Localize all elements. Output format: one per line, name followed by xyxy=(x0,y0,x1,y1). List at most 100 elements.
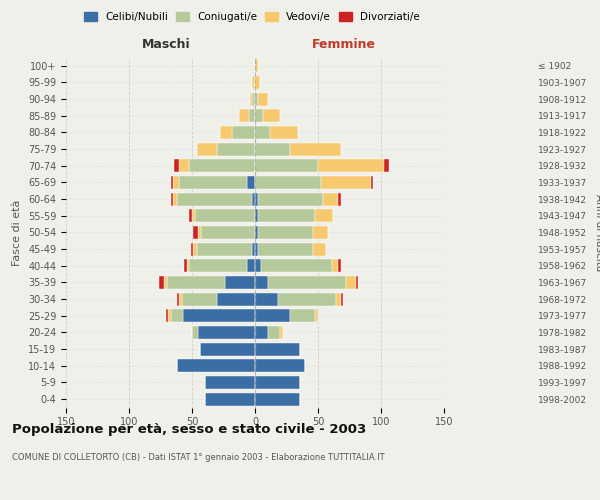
Bar xyxy=(257,192,323,205)
Bar xyxy=(255,292,278,306)
Bar xyxy=(255,176,320,189)
Bar xyxy=(205,376,255,389)
Bar xyxy=(184,260,187,272)
Bar xyxy=(253,242,255,256)
Bar xyxy=(198,326,255,339)
Bar xyxy=(255,192,257,205)
Bar xyxy=(217,142,255,156)
Bar xyxy=(255,376,301,389)
Bar xyxy=(253,192,255,205)
Bar xyxy=(255,310,290,322)
Bar xyxy=(270,126,298,139)
Bar xyxy=(247,176,255,189)
Bar xyxy=(193,226,198,239)
Bar xyxy=(249,110,255,122)
Bar xyxy=(173,176,179,189)
Y-axis label: Fasce di età: Fasce di età xyxy=(13,200,22,266)
Bar xyxy=(182,292,217,306)
Bar xyxy=(255,260,262,272)
Bar xyxy=(255,142,290,156)
Bar xyxy=(356,276,358,289)
Bar xyxy=(170,310,183,322)
Bar xyxy=(183,310,255,322)
Bar xyxy=(257,92,268,106)
Bar xyxy=(255,276,268,289)
Bar xyxy=(190,260,247,272)
Bar xyxy=(159,276,164,289)
Bar xyxy=(177,192,253,205)
Bar xyxy=(255,392,301,406)
Bar xyxy=(255,326,268,339)
Text: COMUNE DI COLLETORTO (CB) - Dati ISTAT 1° gennaio 2003 - Elaborazione TUTTITALIA: COMUNE DI COLLETORTO (CB) - Dati ISTAT 1… xyxy=(12,452,385,462)
Bar xyxy=(383,160,389,172)
Bar xyxy=(191,242,193,256)
Bar xyxy=(257,242,313,256)
Y-axis label: Anni di nascita: Anni di nascita xyxy=(593,194,600,271)
Bar xyxy=(187,260,190,272)
Bar xyxy=(338,192,341,205)
Bar xyxy=(250,92,253,106)
Bar xyxy=(255,210,257,222)
Bar xyxy=(197,242,253,256)
Bar xyxy=(316,210,333,222)
Bar xyxy=(255,342,301,355)
Bar xyxy=(179,160,190,172)
Bar xyxy=(167,276,225,289)
Bar xyxy=(255,126,270,139)
Bar xyxy=(168,310,170,322)
Bar xyxy=(290,310,316,322)
Bar xyxy=(320,176,371,189)
Bar xyxy=(179,292,182,306)
Bar xyxy=(170,176,173,189)
Bar xyxy=(166,310,168,322)
Bar xyxy=(255,242,257,256)
Bar xyxy=(341,292,343,306)
Bar xyxy=(257,226,313,239)
Text: Maschi: Maschi xyxy=(142,38,190,51)
Bar xyxy=(268,326,280,339)
Bar xyxy=(313,242,326,256)
Bar xyxy=(193,242,197,256)
Bar xyxy=(201,226,255,239)
Bar xyxy=(323,192,338,205)
Bar xyxy=(338,260,341,272)
Bar xyxy=(170,192,173,205)
Bar xyxy=(173,192,177,205)
Bar xyxy=(197,142,217,156)
Bar xyxy=(232,126,255,139)
Bar xyxy=(255,110,263,122)
Bar xyxy=(190,210,192,222)
Bar xyxy=(268,276,346,289)
Bar xyxy=(247,260,255,272)
Bar xyxy=(179,176,247,189)
Bar xyxy=(217,292,255,306)
Bar xyxy=(253,76,255,89)
Bar xyxy=(290,142,341,156)
Bar xyxy=(332,260,338,272)
Bar xyxy=(313,226,328,239)
Bar xyxy=(190,160,255,172)
Bar xyxy=(205,392,255,406)
Bar xyxy=(220,126,232,139)
Bar xyxy=(257,210,316,222)
Text: Popolazione per età, sesso e stato civile - 2003: Popolazione per età, sesso e stato civil… xyxy=(12,422,366,436)
Bar xyxy=(346,276,356,289)
Bar xyxy=(200,342,255,355)
Bar xyxy=(175,160,179,172)
Bar xyxy=(278,292,335,306)
Bar xyxy=(225,276,255,289)
Bar xyxy=(255,226,257,239)
Bar xyxy=(255,360,305,372)
Bar xyxy=(280,326,283,339)
Bar xyxy=(255,76,260,89)
Bar xyxy=(192,210,194,222)
Bar xyxy=(192,326,198,339)
Bar xyxy=(255,160,318,172)
Bar xyxy=(239,110,249,122)
Bar xyxy=(164,276,167,289)
Bar xyxy=(194,210,255,222)
Bar xyxy=(318,160,383,172)
Bar xyxy=(177,292,179,306)
Bar xyxy=(255,60,257,72)
Bar xyxy=(198,226,201,239)
